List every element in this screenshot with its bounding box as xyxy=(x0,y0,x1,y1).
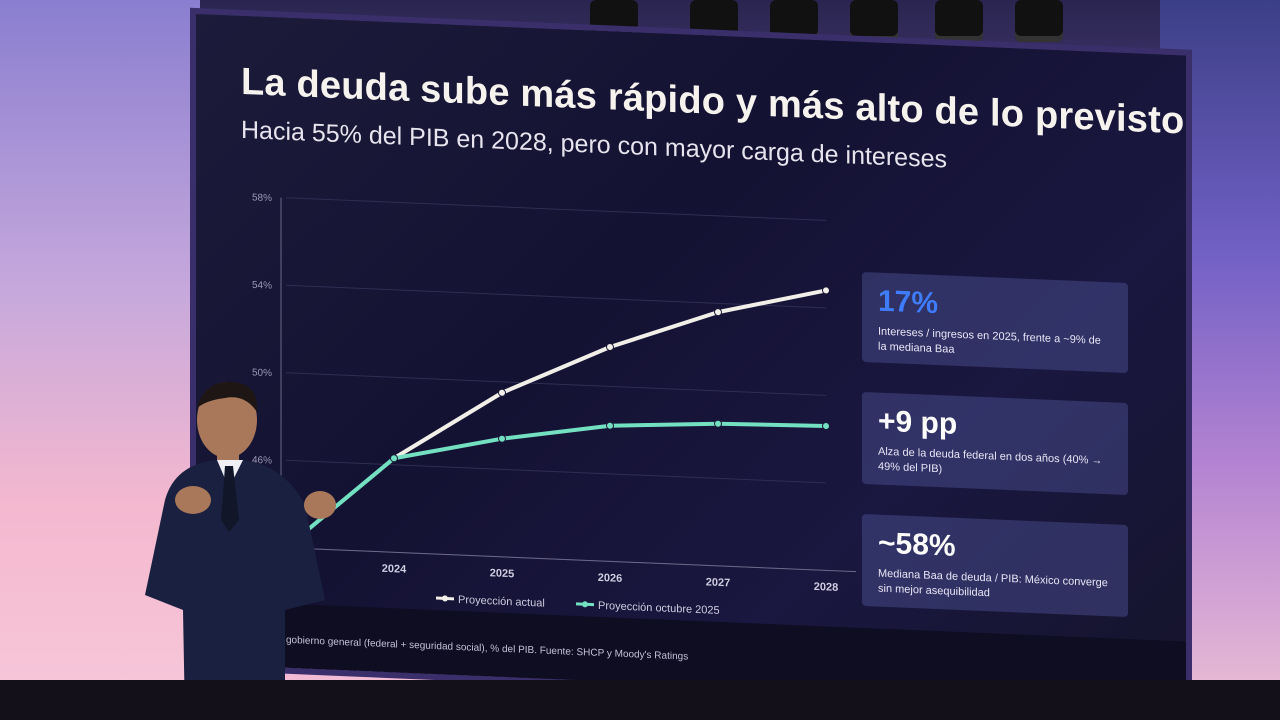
stage-light xyxy=(1015,0,1063,42)
x-tick-label: 2024 xyxy=(382,563,407,576)
data-point-oct2025 xyxy=(606,421,614,430)
stat-value: +9 pp xyxy=(878,404,958,441)
data-point-actual xyxy=(822,286,830,295)
x-axis xyxy=(281,547,856,573)
stage-light xyxy=(935,0,983,42)
data-point-actual xyxy=(606,342,614,351)
stage-light xyxy=(770,0,818,42)
y-tick-label: 58% xyxy=(252,192,272,204)
series-line-oct2025 xyxy=(284,421,828,550)
legend-marker xyxy=(442,595,448,602)
data-point-oct2025 xyxy=(390,454,398,463)
stage-floor xyxy=(0,680,1280,720)
y-tick-label: 50% xyxy=(252,367,272,379)
debt-chart: 58%54%50%46%42%202320242025202620272028P… xyxy=(226,175,866,622)
data-point-actual xyxy=(714,308,722,317)
stat-card-interest: 17% Intereses / ingresos en 2025, frente… xyxy=(862,271,1128,374)
debt-line-chart: 58%54%50%46%42%202320242025202620272028P… xyxy=(252,192,856,617)
legend-label: Proyección actual xyxy=(458,594,545,610)
gridline xyxy=(286,284,826,309)
gridline xyxy=(286,197,826,221)
data-point-oct2025 xyxy=(822,422,830,431)
y-tick-label: 46% xyxy=(252,455,272,467)
stat-value: ~58% xyxy=(878,526,956,563)
legend-label: Proyección octubre 2025 xyxy=(598,600,720,617)
gridline xyxy=(286,459,826,484)
lighting-truss xyxy=(480,0,1080,60)
data-point-oct2025 xyxy=(498,434,506,443)
x-tick-label: 2028 xyxy=(814,581,838,594)
presenter xyxy=(145,381,336,720)
data-point-actual xyxy=(498,388,506,397)
stat-card-debt-rise: +9 pp Alza de la deuda federal en dos añ… xyxy=(862,391,1128,496)
stat-card-baa-median: ~58% Mediana Baa de deuda / PIB: México … xyxy=(862,513,1128,618)
stat-text: Alza de la deuda federal en dos años (40… xyxy=(878,445,1103,476)
x-tick-label: 2027 xyxy=(706,576,730,589)
data-point-oct2025 xyxy=(714,419,722,428)
gridline xyxy=(286,372,826,396)
projection-screen: La deuda sube más rápido y más alto de l… xyxy=(196,14,1186,706)
x-tick-label: 2026 xyxy=(598,572,622,585)
stat-value: 17% xyxy=(878,284,939,321)
x-tick-label: 2025 xyxy=(490,567,514,580)
y-tick-label: 54% xyxy=(252,280,272,292)
stage-light xyxy=(850,0,898,42)
legend-marker xyxy=(582,601,588,608)
stat-text: Intereses / ingresos en 2025, frente a ~… xyxy=(878,325,1101,356)
stat-text: Mediana Baa de deuda / PIB: México conve… xyxy=(878,567,1108,600)
